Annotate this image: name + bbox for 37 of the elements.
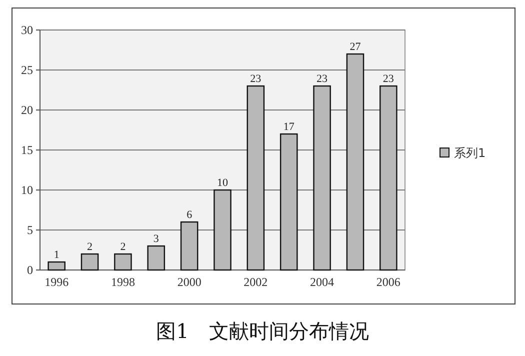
legend-label: 系列1: [454, 146, 486, 160]
data-label: 3: [153, 233, 160, 245]
bar: [346, 53, 364, 271]
data-label: 10: [217, 177, 228, 189]
bar: [180, 221, 198, 271]
bar: [114, 253, 132, 271]
x-tick-label: 2000: [177, 275, 202, 289]
bar: [214, 189, 232, 271]
bar: [80, 253, 99, 271]
data-label: 27: [350, 41, 362, 53]
y-tick-label: 15: [21, 143, 33, 157]
y-tick-label: 5: [27, 223, 33, 237]
data-label: 23: [316, 73, 328, 85]
bar: [380, 85, 398, 271]
bar: [48, 261, 66, 271]
bar: [246, 85, 265, 271]
x-tick-label: 2004: [310, 275, 334, 289]
y-tick-label: 10: [21, 183, 33, 197]
y-tick-label: 25: [21, 63, 33, 77]
bar: [147, 245, 166, 271]
bar: [313, 85, 331, 271]
x-tick-label: 2006: [376, 275, 400, 289]
text: 图1 文献时间分布情况: [156, 319, 369, 343]
x-tick-label: 1998: [110, 275, 135, 289]
bar: [280, 133, 298, 271]
data-label: 1: [54, 249, 60, 261]
x-tick-label: 2002: [244, 275, 268, 289]
y-tick-label: 0: [27, 263, 33, 277]
data-label: 6: [186, 209, 193, 221]
x-tick-label: 1996: [44, 275, 69, 289]
data-label: 17: [283, 121, 295, 133]
y-tick-label: 30: [21, 23, 33, 37]
data-label: 23: [382, 73, 394, 85]
y-tick-label: 20: [21, 103, 33, 117]
data-label: 23: [250, 73, 262, 85]
data-label: 2: [87, 241, 93, 253]
data-label: 2: [120, 241, 126, 253]
